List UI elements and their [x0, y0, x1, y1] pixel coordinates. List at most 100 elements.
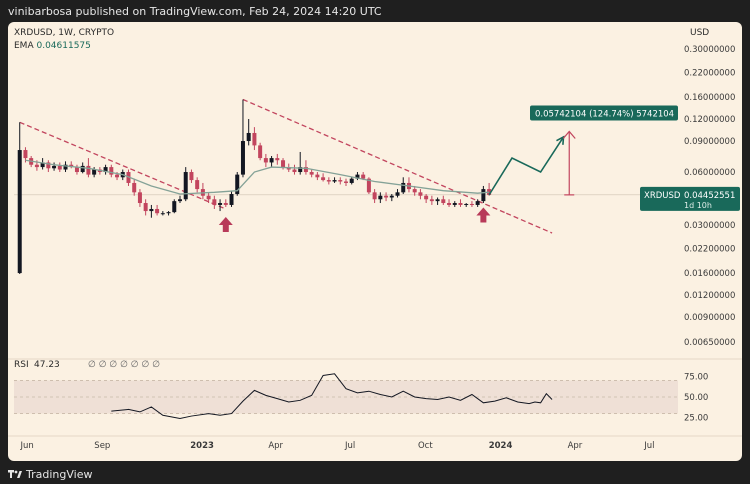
measure-arrowhead	[562, 130, 576, 139]
candle-countdown: 1d 10h	[684, 201, 712, 210]
tradingview-footer: TradingView	[0, 464, 750, 484]
candle-up	[395, 192, 400, 196]
breakout-arrow-icon	[476, 207, 491, 223]
candle-down	[275, 158, 280, 161]
candle-up	[183, 172, 188, 200]
ema-value: 0.04611575	[36, 41, 91, 51]
candle-up	[378, 195, 383, 200]
candle-down	[338, 180, 343, 182]
measure-label-box	[530, 105, 678, 121]
candle-up	[80, 165, 85, 173]
price-chart[interactable]: 0.30000000 0.22000000 0.16000000 0.12000000…	[8, 22, 742, 461]
candle-down	[115, 174, 120, 178]
candle-up	[172, 201, 177, 213]
candle-up	[298, 167, 303, 173]
candle-down	[189, 172, 194, 181]
ema-legend: EMA 0.04611575	[14, 41, 91, 51]
rsi-axis-tick-label: 50.00	[684, 393, 708, 403]
candle-down	[424, 195, 429, 200]
candle-down	[458, 203, 463, 205]
candle-down	[469, 203, 474, 205]
time-axis-tick-label: Sep	[94, 441, 110, 451]
rsi-line	[111, 373, 553, 420]
candle-down	[441, 199, 446, 204]
trendline-extension	[506, 212, 553, 234]
price-axis-tick-label: 0.30000000	[684, 45, 735, 55]
candle-down	[137, 192, 142, 204]
candle-down	[109, 167, 114, 175]
candle-down	[212, 199, 217, 205]
candle-up	[63, 164, 68, 170]
candle-down	[344, 181, 348, 183]
candle-up	[475, 201, 480, 205]
candle-down	[447, 203, 452, 205]
candle-up	[240, 141, 245, 175]
rsi-extra-values: ∅ ∅ ∅ ∅ ∅ ∅ ∅	[88, 360, 160, 370]
candle-down	[412, 189, 417, 193]
tradingview-logo-text: TradingView	[26, 467, 93, 481]
candle-down	[258, 145, 263, 159]
candle-up	[166, 212, 171, 214]
candle-down	[206, 195, 211, 200]
candle-up	[464, 203, 469, 205]
candle-up	[246, 132, 251, 142]
rsi-axis-tick-label: 25.00	[684, 414, 708, 424]
price-axis-tick-label: 0.02200000	[684, 245, 735, 255]
candle-down	[252, 132, 257, 146]
rsi-axis-tick-label: 75.00	[684, 372, 708, 382]
candle-up	[355, 174, 360, 179]
candle-up	[269, 158, 274, 163]
projection-path	[488, 136, 565, 196]
candle-up	[435, 199, 440, 202]
price-axis-tick-label: 0.00650000	[684, 338, 735, 348]
time-axis-tick-label: Jun	[19, 441, 33, 451]
candle-down	[263, 158, 268, 163]
candle-up	[452, 203, 457, 205]
candle-up	[40, 162, 45, 168]
candle-down	[74, 167, 79, 173]
candle-down	[309, 172, 314, 175]
candle-down	[57, 165, 62, 170]
candle-down	[326, 180, 331, 182]
candle-up	[401, 182, 406, 193]
time-axis-tick-label: Apr	[268, 441, 283, 451]
candle-down	[281, 160, 286, 168]
candle-down	[46, 162, 51, 169]
time-axis-tick-label: 2023	[190, 441, 214, 451]
candle-up	[389, 195, 394, 198]
candle-down	[366, 178, 371, 193]
candle-down	[34, 164, 39, 168]
last-price-value: 0.04452551	[684, 191, 735, 201]
ema-label: EMA	[14, 41, 34, 51]
last-price-symbol: XRDUSD	[644, 191, 681, 201]
candle-down	[321, 177, 326, 181]
candle-down	[86, 165, 91, 175]
candle-down	[155, 208, 160, 214]
last-price-tag	[640, 186, 740, 211]
price-axis-tick-label: 0.09000000	[684, 137, 735, 147]
candle-down	[223, 203, 228, 205]
candle-up	[349, 178, 354, 183]
price-axis-tick-label: 0.06000000	[684, 168, 735, 178]
price-axis-tick-label: 0.01200000	[684, 291, 735, 301]
candle-down	[132, 182, 137, 193]
rsi-value: 47.23	[34, 360, 60, 370]
price-axis-tick-label: 0.22000000	[684, 69, 735, 79]
time-axis-tick-label: Jul	[344, 441, 355, 451]
candle-down	[361, 174, 366, 179]
symbol-legend: XRDUSD, 1W, CRYPTO	[14, 28, 115, 38]
candle-down	[384, 195, 389, 198]
chart-panel[interactable]: 0.30000000 0.22000000 0.16000000 0.12000000…	[8, 22, 742, 461]
descending-trendline	[19, 121, 227, 210]
rsi-label: RSI	[14, 360, 29, 370]
candle-up	[103, 167, 108, 173]
tradingview-logo: TradingView	[8, 468, 92, 481]
time-axis-tick-label: Oct	[418, 441, 433, 451]
candle-down	[372, 192, 377, 200]
candle-down	[23, 150, 28, 159]
candle-up	[229, 194, 234, 205]
candle-down	[195, 180, 200, 190]
candle-up	[52, 165, 57, 169]
time-axis-tick-label: 2024	[489, 441, 513, 451]
candle-up	[332, 180, 337, 182]
